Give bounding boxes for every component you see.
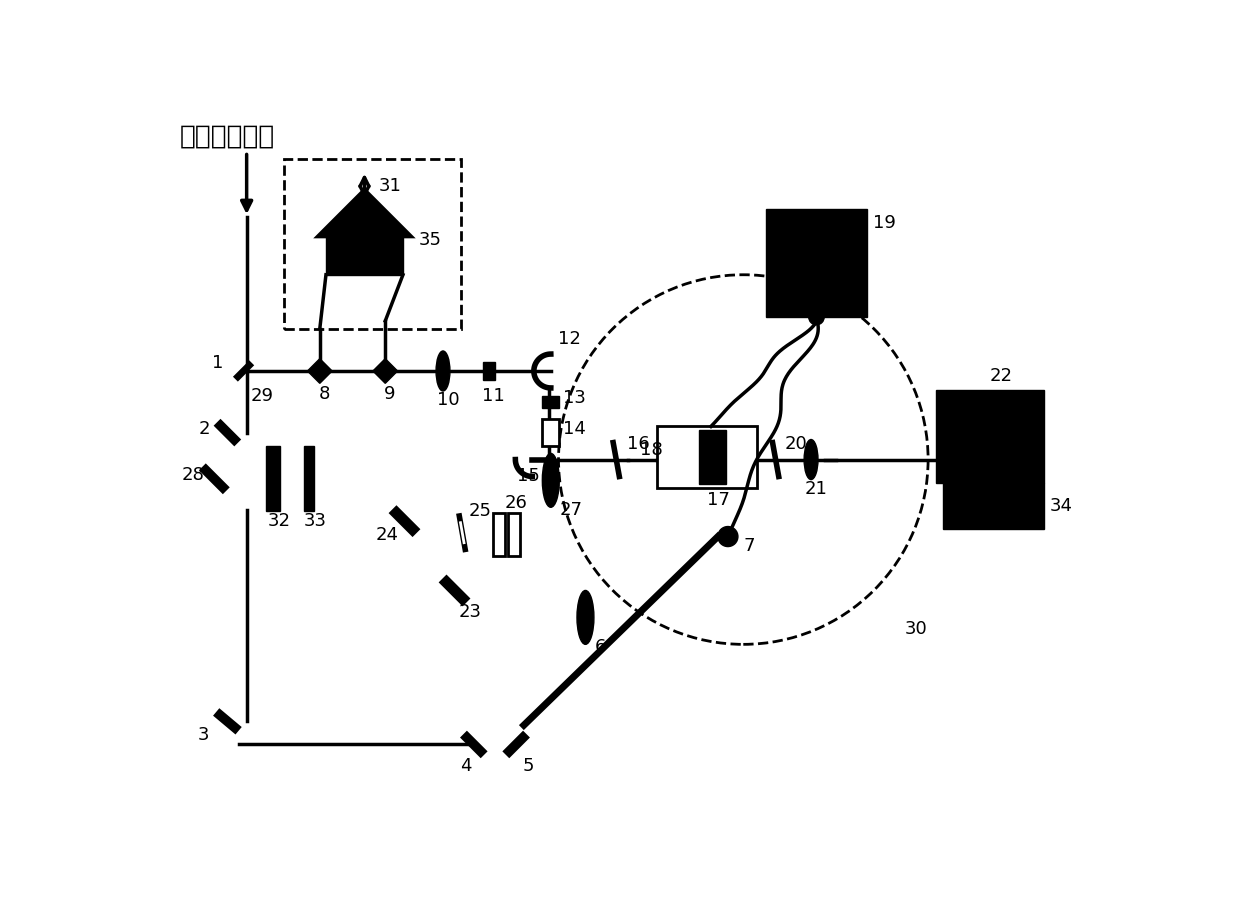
Text: 33: 33 [304,512,326,531]
Ellipse shape [577,591,594,644]
Text: 18: 18 [640,440,663,459]
Bar [542,419,558,447]
Text: 7: 7 [743,537,755,555]
Ellipse shape [804,440,818,480]
Text: 4: 4 [460,757,471,775]
Polygon shape [308,359,332,383]
Text: 27: 27 [560,501,583,519]
Text: 10: 10 [436,391,460,410]
Bar [944,482,1044,529]
Text: 16: 16 [627,435,650,453]
Bar [304,447,314,511]
Text: 26: 26 [505,494,527,512]
Polygon shape [373,359,398,383]
Text: 35: 35 [418,231,441,249]
Text: 19: 19 [873,214,895,232]
Text: 17: 17 [707,491,730,510]
Bar [494,512,505,556]
Text: 3: 3 [198,726,210,744]
Text: 11: 11 [482,387,505,405]
Ellipse shape [436,351,450,391]
Bar [265,447,280,511]
Bar [936,390,1044,482]
Circle shape [808,309,825,325]
Bar [658,428,696,487]
Text: 31: 31 [378,177,402,196]
Bar [657,427,758,488]
Text: 12: 12 [558,329,582,348]
Bar [326,237,403,275]
Ellipse shape [542,453,559,507]
Text: 32: 32 [268,512,290,531]
Text: 5: 5 [522,757,533,775]
Text: 9: 9 [383,385,396,403]
Bar [699,430,727,484]
Text: 13: 13 [563,389,587,407]
Text: 30: 30 [905,620,928,638]
Text: 20: 20 [785,435,807,453]
Text: 15: 15 [517,468,539,486]
Text: 8: 8 [319,385,330,403]
Text: 28: 28 [182,466,205,484]
Bar [508,512,520,556]
Text: 超短脉冲激光: 超短脉冲激光 [180,123,275,149]
Text: 6: 6 [595,638,606,656]
Text: 21: 21 [805,480,828,498]
Circle shape [718,527,738,547]
Bar [766,209,867,317]
Text: 34: 34 [1050,497,1073,515]
Bar [484,362,495,380]
Text: 23: 23 [459,603,481,621]
Text: 1: 1 [212,354,223,372]
Polygon shape [319,190,410,237]
Text: 25: 25 [469,502,491,521]
Bar [284,159,461,329]
Text: 14: 14 [563,420,587,438]
Text: 29: 29 [250,387,274,405]
Text: 24: 24 [376,526,398,544]
Text: 2: 2 [198,420,210,438]
Bar [542,396,558,408]
Text: 22: 22 [990,368,1013,386]
